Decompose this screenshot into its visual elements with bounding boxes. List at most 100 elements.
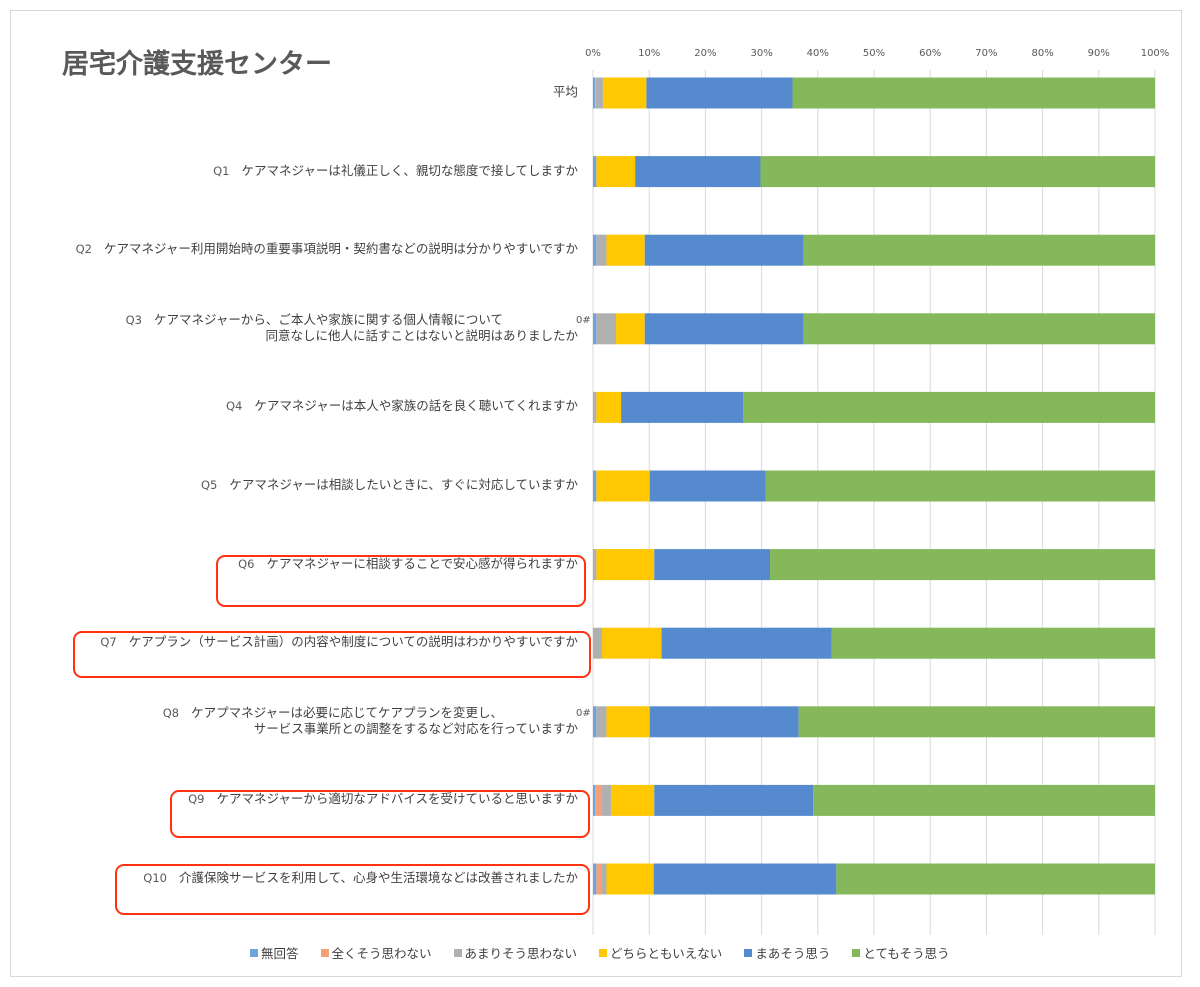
bar-segment <box>654 784 814 816</box>
bar-segment <box>601 863 607 895</box>
x-tick-label: 70% <box>975 48 997 59</box>
legend-swatch <box>599 948 608 957</box>
legend-swatch <box>852 948 861 957</box>
chart-frame <box>10 10 1182 977</box>
legend-label: どちらともいえない <box>610 946 723 961</box>
x-tick-label: 20% <box>694 48 716 59</box>
legend-label: 全くそう思わない <box>331 946 432 961</box>
category-label: Q7 ケアプラン（サービス計画）の内容や制度についての説明はわかりやすいですか <box>100 634 578 650</box>
category-label: Q3 ケアマネジャーから、ご本人や家族に関する個人情報について 同意なしに他人に話す… <box>126 312 578 344</box>
bar-segment <box>760 156 1155 188</box>
bar-segment <box>743 391 1155 423</box>
highlight-box <box>170 790 590 838</box>
question-number: Q5 <box>200 478 218 492</box>
bar-segment <box>836 863 1155 895</box>
bar-segment <box>596 470 650 502</box>
bar-segment <box>654 549 771 581</box>
question-text: サービス事業所との調整をするなど対応を行っていますか <box>253 720 578 736</box>
bar-segment <box>593 156 597 188</box>
bar-segment <box>593 863 597 895</box>
category-label: Q2 ケアマネジャー利用開始時の重要事項説明・契約書などの説明は分かりやすいですか <box>76 241 578 257</box>
bar-segment <box>593 627 602 659</box>
zero-note: 0# <box>576 707 591 719</box>
bar-segment <box>770 549 1155 581</box>
bar-segment <box>601 784 611 816</box>
bar-segment <box>646 77 793 109</box>
x-tick-label: 0% <box>585 48 601 59</box>
category-label: Q9 ケアマネジャーから適切なアドバイスを受けていると思いますか <box>188 791 578 807</box>
bar-segment <box>596 863 602 895</box>
bar-segment <box>765 470 1155 502</box>
bar-segment <box>593 313 597 345</box>
x-tick-label: 60% <box>919 48 941 59</box>
highlight-box <box>115 864 590 915</box>
bar-segment <box>635 156 761 188</box>
category-label: 平均 <box>553 84 578 100</box>
bar-segment <box>596 706 607 738</box>
legend-item: 全くそう思わない <box>320 943 432 962</box>
question-number: Q9 <box>188 792 205 807</box>
x-tick-label: 10% <box>638 48 660 59</box>
bar-segment <box>596 391 622 423</box>
bar-segment <box>606 706 650 738</box>
legend-label: とてもそう思う <box>863 946 950 961</box>
x-tick-label: 40% <box>807 48 829 59</box>
question-number: Q3 <box>125 312 142 327</box>
bar-segment <box>661 627 832 659</box>
question-text: ケアマネジャーに相談することで安心感が得られますか <box>266 555 578 571</box>
legend-swatch <box>320 948 329 957</box>
x-tick-label: 100% <box>1141 48 1170 59</box>
bar-segment <box>596 549 655 581</box>
bar-segment <box>798 706 1155 738</box>
zero-note: 0# <box>576 314 591 326</box>
x-tick-label: 30% <box>750 48 772 59</box>
bar-segment <box>792 77 1155 109</box>
category-label: Q1 ケアマネジャーは礼儀正しく、親切な態度で接してしますか <box>213 163 578 179</box>
bar-segment <box>596 234 607 266</box>
highlight-box <box>73 631 591 678</box>
bar-segment <box>610 784 655 816</box>
bar-segment <box>644 313 804 345</box>
bar-segment <box>593 549 597 581</box>
bar-segment <box>831 627 1155 659</box>
chart-title: 居宅介護支援センター <box>62 49 332 80</box>
x-tick-label: 90% <box>1088 48 1110 59</box>
bar-segment <box>803 234 1155 266</box>
legend-label: あまりそう思わない <box>464 946 578 961</box>
bar-segment <box>595 77 604 109</box>
bar-segment <box>601 627 662 659</box>
question-text: 介護保険サービスを利用して、心身や生活環境などは改善されましたか <box>178 870 578 885</box>
question-text: ケアマネジャーから適切なアドバイスを受けていると思いますか <box>216 791 578 807</box>
legend-swatch <box>744 948 753 957</box>
question-text: ケアマネジャーは礼儀正しく、親切な態度で接してしますか <box>241 162 578 178</box>
bar-segment <box>653 863 837 895</box>
bar-segment <box>593 77 596 109</box>
question-text: 同意なしに他人に話すことはないと説明はありましたか <box>265 327 578 343</box>
bar-segment <box>595 77 596 109</box>
bar-segment <box>606 234 645 266</box>
bar-segment <box>596 156 636 188</box>
x-tick-label: 80% <box>1031 48 1053 59</box>
legend-swatch <box>250 948 258 957</box>
question-text: ケアマネジャーから、ご本人や家族に関する個人情報について <box>153 311 503 327</box>
legend-label: まあそう思う <box>755 946 831 961</box>
question-text: ケアマネジャーは相談したいときに、すぐに対応していますか <box>229 477 578 492</box>
question-number: Q10 <box>143 871 167 885</box>
bar-segment <box>616 313 645 345</box>
bar-segment <box>596 313 617 345</box>
bar-segment <box>813 784 1155 816</box>
bar-segment <box>803 313 1155 345</box>
legend: 無回答 全くそう思わない あまりそう思わない どちらともいえない まあそう思う とてもそう… <box>250 943 950 962</box>
category-label: Q4 ケアマネジャーは本人や家族の話を良く聴いてくれますか <box>226 398 578 414</box>
legend-label: 無回答 <box>261 946 299 961</box>
question-text: ケアプラン（サービス計画）の内容や制度についての説明はわかりやすいですか <box>128 634 578 650</box>
question-text: ケアマネジャー利用開始時の重要事項説明・契約書などの説明は分かりやすいですか <box>103 241 578 257</box>
bar-segment <box>606 863 654 895</box>
category-label: Q10 介護保険サービスを利用して、心身や生活環境などは改善されましたか <box>143 870 578 886</box>
category-label: Q8 ケアプマネジャーは必要に応じてケアプランを変更し、 サービス事業所との調整をす… <box>163 705 578 737</box>
bar-segment <box>621 391 744 423</box>
question-text: ケアマネジャーは本人や家族の話を良く聴いてくれますか <box>254 398 578 414</box>
legend-item: まあそう思う <box>744 943 830 962</box>
question-number: Q1 <box>213 163 230 178</box>
